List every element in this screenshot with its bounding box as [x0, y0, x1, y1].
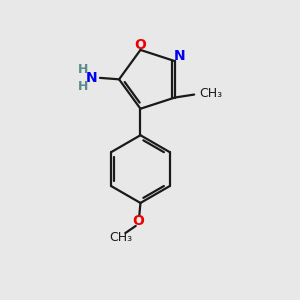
Text: H: H: [78, 63, 88, 76]
Text: N: N: [85, 71, 97, 85]
Text: N: N: [174, 49, 185, 63]
Text: H: H: [78, 80, 88, 93]
Text: O: O: [132, 214, 144, 228]
Text: CH₃: CH₃: [109, 232, 132, 244]
Text: O: O: [134, 38, 146, 52]
Text: CH₃: CH₃: [199, 87, 222, 100]
